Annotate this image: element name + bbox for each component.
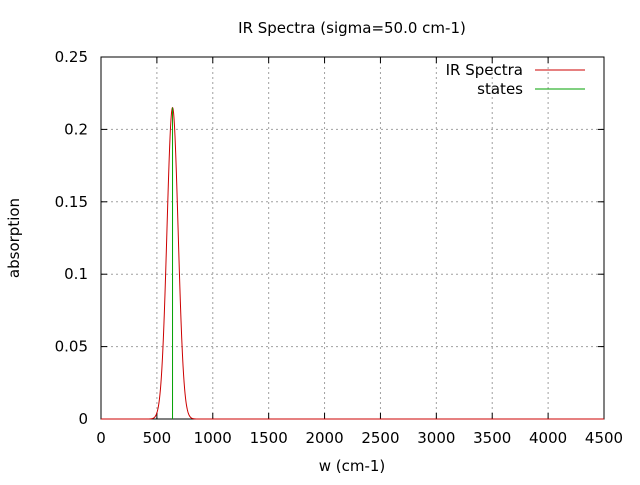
x-tick-label: 4000	[529, 429, 567, 447]
x-tick-label: 3500	[473, 429, 511, 447]
x-tick-labels: 0 500 1000 1500 2000 2500 3000 3500 4000 4500	[96, 429, 623, 447]
y-tick-label: 0.1	[64, 265, 88, 283]
y-tick-labels: 0 0.05 0.1 0.15 0.2 0.25	[55, 48, 88, 428]
chart-title: IR Spectra (sigma=50.0 cm-1)	[238, 19, 466, 37]
y-tick-label: 0.2	[64, 120, 88, 138]
y-tick-label: 0.25	[55, 48, 88, 66]
y-tick-label: 0	[78, 410, 88, 428]
x-tick-label: 2500	[361, 429, 399, 447]
grid	[101, 57, 604, 419]
y-tick-label: 0.05	[55, 338, 88, 356]
legend-label-ir-spectra: IR Spectra	[446, 61, 523, 79]
y-axis-label: absorption	[5, 198, 23, 278]
x-axis-label: w (cm-1)	[319, 457, 386, 475]
x-tick-label: 2000	[305, 429, 343, 447]
x-tick-label: 3000	[417, 429, 455, 447]
series	[101, 106, 604, 420]
x-tick-label: 0	[96, 429, 106, 447]
series-line-ir-spectra	[101, 106, 604, 420]
y-tick-label: 0.15	[55, 193, 88, 211]
legend-label-states: states	[477, 80, 523, 98]
x-tick-label: 1500	[250, 429, 288, 447]
x-tick-label: 4500	[585, 429, 623, 447]
legend: IR Spectra states	[446, 61, 585, 98]
x-tick-label: 1000	[194, 429, 232, 447]
x-tick-label: 500	[143, 429, 172, 447]
